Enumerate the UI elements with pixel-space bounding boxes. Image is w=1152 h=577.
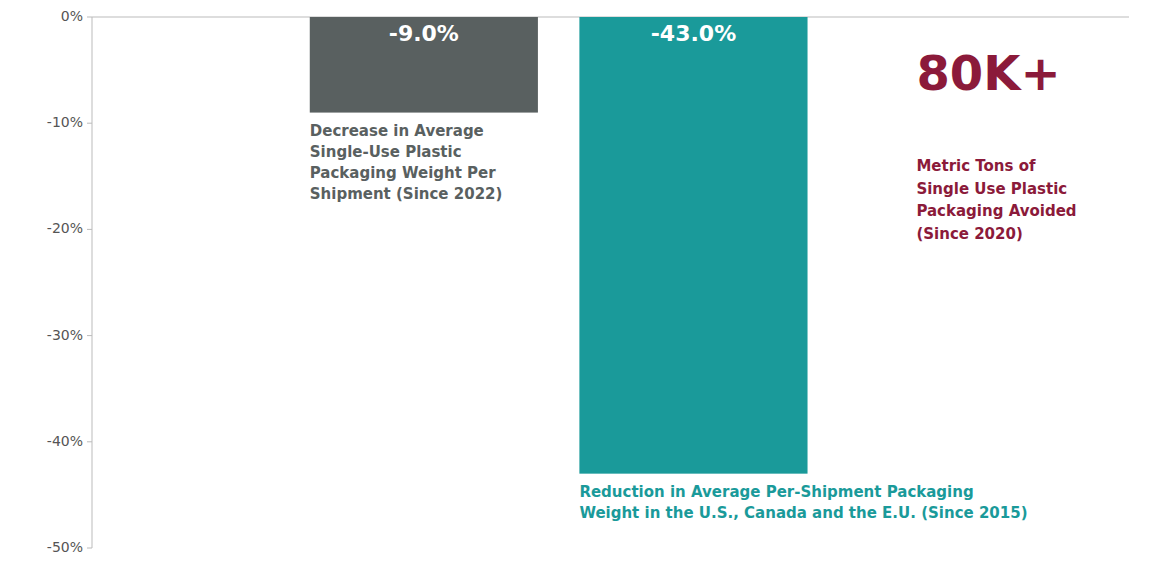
- y-tick-label: -50%: [47, 539, 83, 555]
- chart: 0% -10% -20% -30% -40% -50% -9.0% -43.0% Decreas…: [0, 0, 1152, 577]
- bar-annotation: Decrease in Average Single-Use Plastic Pac…: [310, 122, 503, 203]
- bar: [310, 17, 538, 113]
- bar-annotation-line: Shipment (Since 2022): [310, 185, 503, 203]
- side-stat-small-line: (Since 2020): [916, 225, 1022, 243]
- bar-annotation: Reduction in Average Per-Shipment Packag…: [579, 483, 1027, 522]
- bar-annotation-line: Packaging Weight Per: [310, 164, 497, 182]
- y-tick-label: 0%: [61, 8, 83, 24]
- bars: [310, 17, 808, 474]
- y-tick: [87, 123, 92, 124]
- data-label: -43.0%: [651, 21, 736, 46]
- y-tick-label: -30%: [47, 327, 83, 343]
- y-tick: [87, 229, 92, 230]
- side-stat-big-line: 80K+: [916, 45, 1060, 101]
- bar-annotation-line: Decrease in Average: [310, 122, 484, 140]
- bar: [579, 17, 807, 474]
- side-stat-small-line: Packaging Avoided: [916, 203, 1076, 221]
- side-stat-small-line: Single Use Plastic: [916, 180, 1067, 198]
- y-tick: [87, 17, 92, 18]
- side-stat-small: Metric Tons of Single Use Plastic Packagin…: [916, 158, 1076, 244]
- y-tick: [87, 441, 92, 442]
- y-tick-label: -20%: [47, 220, 83, 236]
- side-stat-small-line: Metric Tons of: [916, 158, 1036, 176]
- bar-annotation-line: Reduction in Average Per-Shipment Packag…: [579, 483, 973, 501]
- bar-annotation-line: Single-Use Plastic: [310, 143, 462, 161]
- y-tick-label: -40%: [47, 433, 83, 449]
- bar-annotation-line: Weight in the U.S., Canada and the E.U. …: [579, 504, 1027, 522]
- y-tick: [87, 335, 92, 336]
- y-tick: [87, 548, 92, 549]
- side-stat-big: 80K+: [916, 45, 1060, 101]
- y-axis-line: [92, 17, 93, 548]
- y-tick-label: -10%: [47, 114, 83, 130]
- data-label: -9.0%: [389, 21, 459, 46]
